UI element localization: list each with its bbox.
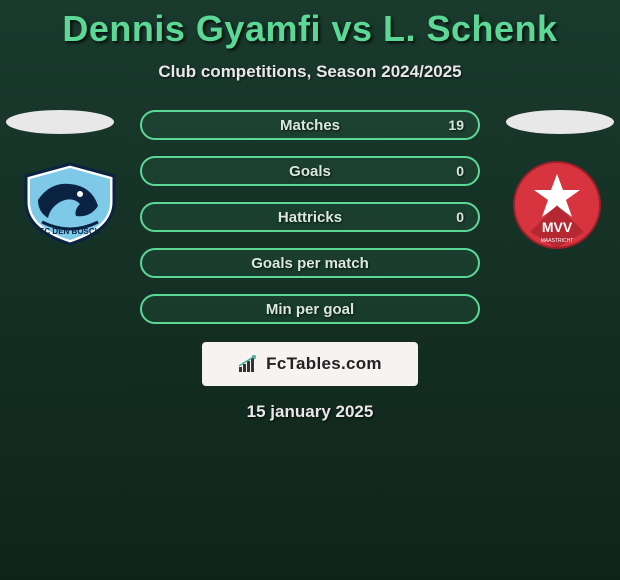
stat-label: Matches <box>280 117 340 134</box>
watermark-text: FcTables.com <box>266 354 382 374</box>
fc-den-bosch-logo-icon: FC DEN BOSCH <box>20 162 120 246</box>
page-subtitle: Club competitions, Season 2024/2025 <box>0 62 620 82</box>
stat-row: Min per goal <box>140 294 480 324</box>
svg-text:MAASTRICHT: MAASTRICHT <box>541 238 574 244</box>
stat-label: Min per goal <box>266 301 354 318</box>
stat-row: Matches 19 <box>140 110 480 140</box>
comparison-content: FC DEN BOSCH MVV MAASTRICHT Matches 19 G… <box>0 110 620 422</box>
club-badge-left: FC DEN BOSCH <box>20 162 120 246</box>
club-badge-right: MVV MAASTRICHT <box>512 160 602 250</box>
date-text: 15 january 2025 <box>0 402 620 422</box>
mvv-logo-icon: MVV MAASTRICHT <box>512 160 602 250</box>
fctables-logo-icon <box>238 355 260 373</box>
stat-label: Goals per match <box>251 255 369 272</box>
stat-row: Hattricks 0 <box>140 202 480 232</box>
watermark: FcTables.com <box>202 342 418 386</box>
stat-value-right: 0 <box>456 163 464 179</box>
stat-row: Goals 0 <box>140 156 480 186</box>
player-photo-left <box>6 110 114 134</box>
stat-label: Goals <box>289 163 331 180</box>
player-photo-right <box>506 110 614 134</box>
stat-label: Hattricks <box>278 209 342 226</box>
stat-value-right: 19 <box>448 117 464 133</box>
svg-text:MVV: MVV <box>542 219 573 235</box>
svg-text:FC DEN BOSCH: FC DEN BOSCH <box>40 227 101 236</box>
stat-row: Goals per match <box>140 248 480 278</box>
stat-value-right: 0 <box>456 209 464 225</box>
page-title: Dennis Gyamfi vs L. Schenk <box>0 0 620 50</box>
